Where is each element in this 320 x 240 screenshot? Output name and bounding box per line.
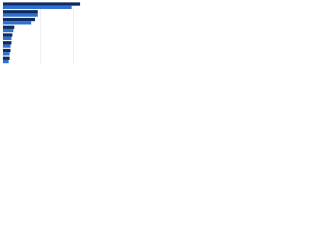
bar [3,2,81,6]
bar [3,36,12,40]
bar [3,56,10,60]
bar [3,5,72,9]
bar [3,52,10,56]
bar [3,10,38,14]
bar [3,59,9,64]
bar [3,48,11,53]
bar [3,25,15,29]
bar [3,13,38,17]
bar [3,41,12,45]
bar [3,33,13,37]
bar [3,28,14,33]
page: (() => { const data = JSON.parse(documen… [0,0,100,71]
bar [3,44,11,48]
bar [3,21,32,25]
bar [3,17,35,22]
chart [2,2,81,64]
